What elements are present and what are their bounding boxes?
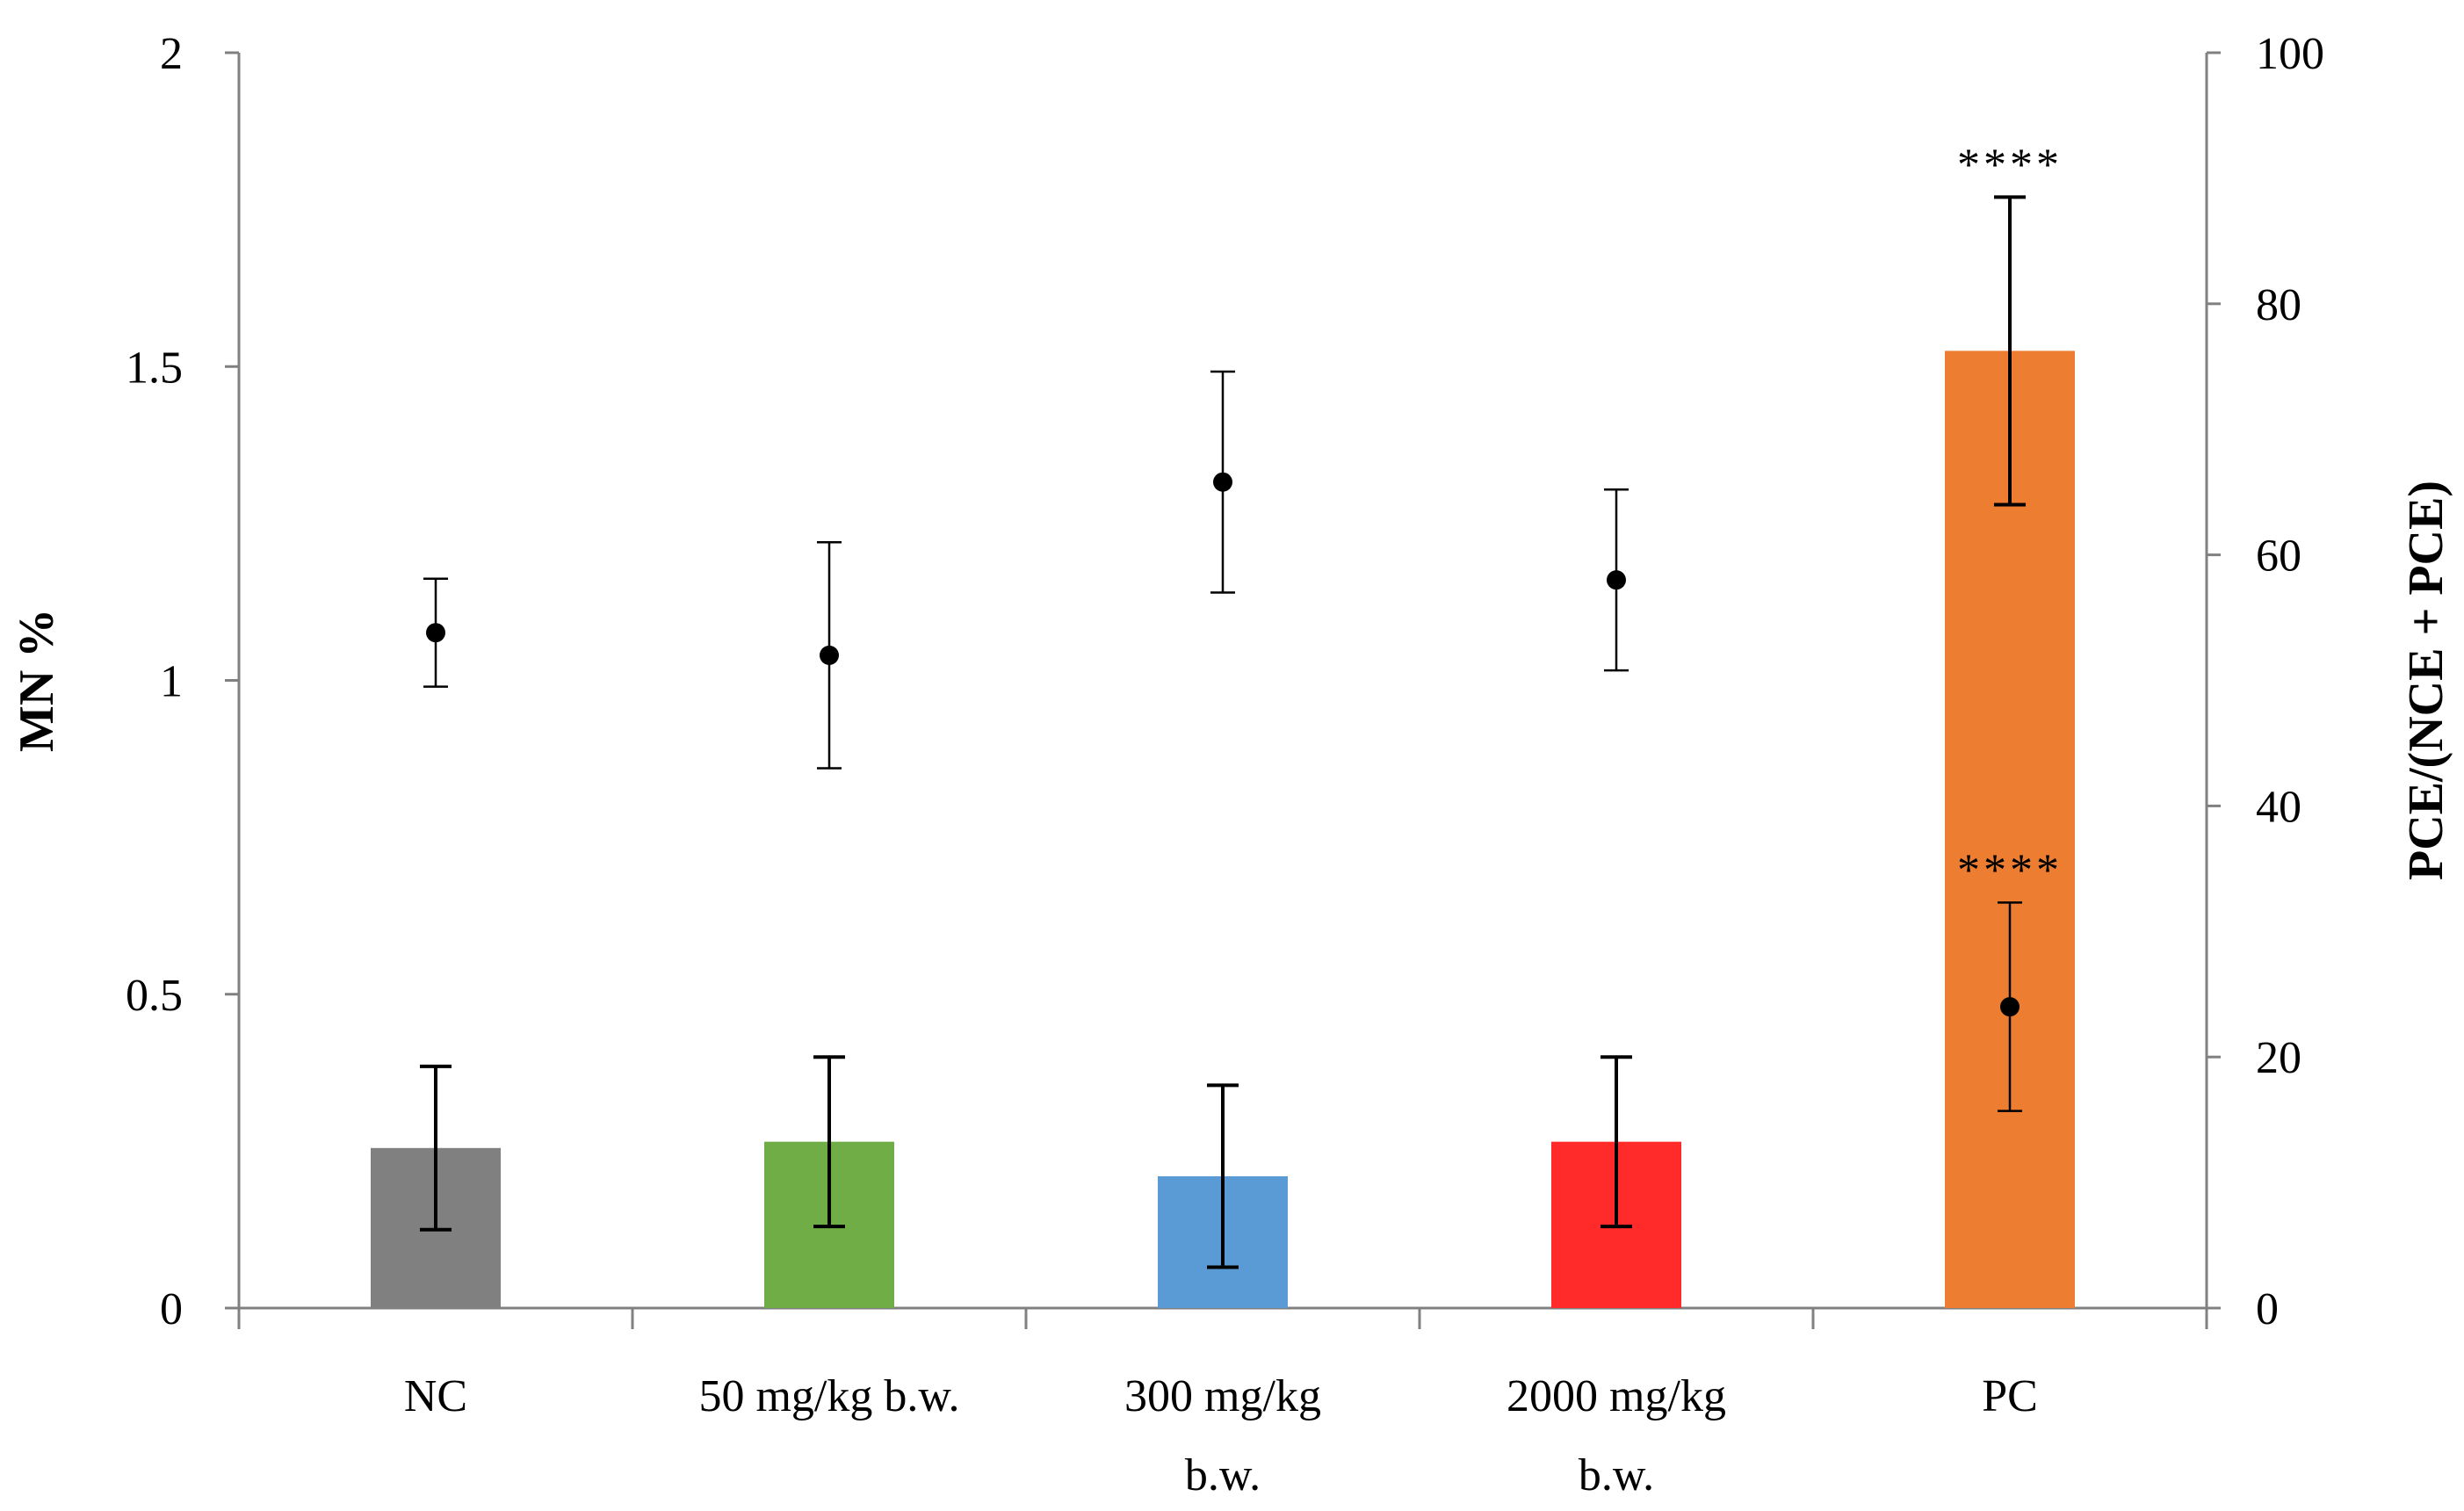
bars-layer [371,195,2075,1309]
data-point [820,645,839,665]
left-tick-label: 2 [160,29,183,79]
left-tick-label: 0.5 [126,971,183,1021]
category-label: PC [1982,1371,2038,1421]
significance-label: **** [1957,140,2063,190]
left-tick-label: 0 [160,1284,183,1334]
data-point [2000,997,2020,1017]
right-tick-label: 80 [2256,280,2301,330]
right-tick-label: 40 [2256,782,2301,832]
category-label: 2000 mg/kg b.w. [1507,1371,1726,1500]
data-point [1607,570,1626,590]
category-label-line: b.w. [1185,1450,1261,1500]
right-axis-title: PCE/(NCE + PCE) [2399,481,2453,880]
points-layer [423,370,2022,1112]
category-label-line: 300 mg/kg [1124,1371,1321,1421]
left-axis-title: MN % [10,609,64,752]
left-tick-label: 1.5 [126,343,183,393]
category-label-line: b.w. [1579,1450,1654,1500]
data-point [426,623,445,643]
bar [1945,351,2075,1309]
category-label: 300 mg/kg b.w. [1124,1371,1321,1500]
right-tick-label: 20 [2256,1033,2301,1083]
category-label: 50 mg/kg b.w. [698,1371,959,1421]
category-label-line: NC [404,1371,467,1421]
labels-layer: **** **** [1957,140,2063,895]
left-tick-label: 1 [160,657,183,707]
data-point [1213,472,1232,492]
right-tick-label: 100 [2256,29,2324,79]
right-tick-label: 60 [2256,531,2301,582]
category-label-line: PC [1982,1371,2038,1421]
category-label-line: 50 mg/kg b.w. [698,1371,959,1421]
significance-label: **** [1957,845,2063,895]
category-label: NC [404,1371,467,1421]
right-tick-label: 0 [2256,1284,2279,1334]
category-label-line: 2000 mg/kg [1507,1371,1726,1421]
